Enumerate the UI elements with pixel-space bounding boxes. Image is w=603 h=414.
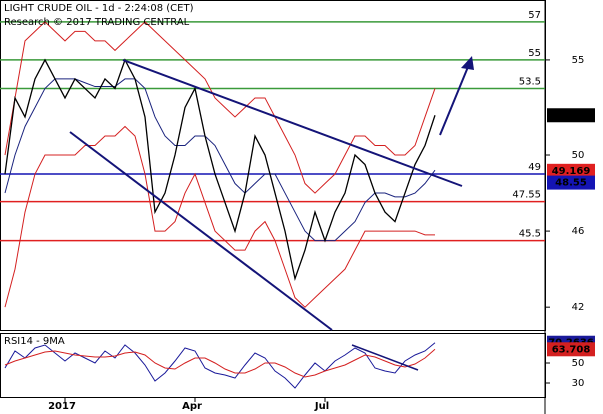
series-line — [4, 58, 436, 282]
x-tick-label: Apr — [182, 401, 202, 412]
series-line — [4, 78, 436, 242]
y-tick-label: 55 — [572, 55, 585, 66]
level-label: 57 — [528, 10, 541, 21]
rsi-panel — [0, 333, 546, 398]
trendline — [122, 59, 463, 187]
y-tick-label: 30 — [572, 378, 585, 389]
x-tick-label: 2017 — [48, 401, 76, 412]
projection-arrow — [439, 61, 471, 136]
price-panel — [0, 0, 546, 331]
arrow-head — [461, 56, 474, 70]
series-line — [4, 342, 436, 389]
y-tick-label: 50 — [572, 358, 585, 369]
x-tick-label: Jul — [314, 401, 329, 412]
rsi-trendline — [351, 344, 419, 371]
series-line — [4, 21, 436, 194]
trendline — [69, 131, 333, 331]
price-tag-label: 63.708 — [552, 344, 591, 355]
price-tag-label: 48.55 — [555, 178, 587, 189]
chart-title: LIGHT CRUDE OIL - 1d - 2:24:08 (CET) — [4, 3, 194, 14]
level-label: 45.5 — [519, 229, 541, 240]
series-line — [4, 348, 436, 378]
level-label: 49 — [528, 162, 541, 173]
marks: 42 46 50 55 57 55 53.5 49 47.55 45.5 52.09 49.16948… — [0, 10, 595, 412]
series-line — [4, 125, 435, 308]
price-tag — [547, 108, 595, 123]
y-tick-label: 42 — [572, 302, 585, 313]
price-tag-label: 52.09 — [555, 110, 587, 121]
rsi-title: RSI14 - 9MA — [4, 336, 65, 347]
price-tag — [547, 163, 595, 178]
price-tag — [547, 342, 595, 357]
price-tag-label: 49.169 — [552, 166, 591, 177]
y-tick-label: 46 — [572, 226, 585, 237]
chart-subtitle: Research © 2017 TRADING CENTRAL — [4, 17, 190, 28]
price-tag — [547, 175, 595, 190]
y-tick-label: 50 — [572, 150, 585, 161]
level-label: 47.55 — [512, 190, 541, 201]
level-label: 53.5 — [519, 76, 541, 87]
level-label: 55 — [528, 48, 541, 59]
